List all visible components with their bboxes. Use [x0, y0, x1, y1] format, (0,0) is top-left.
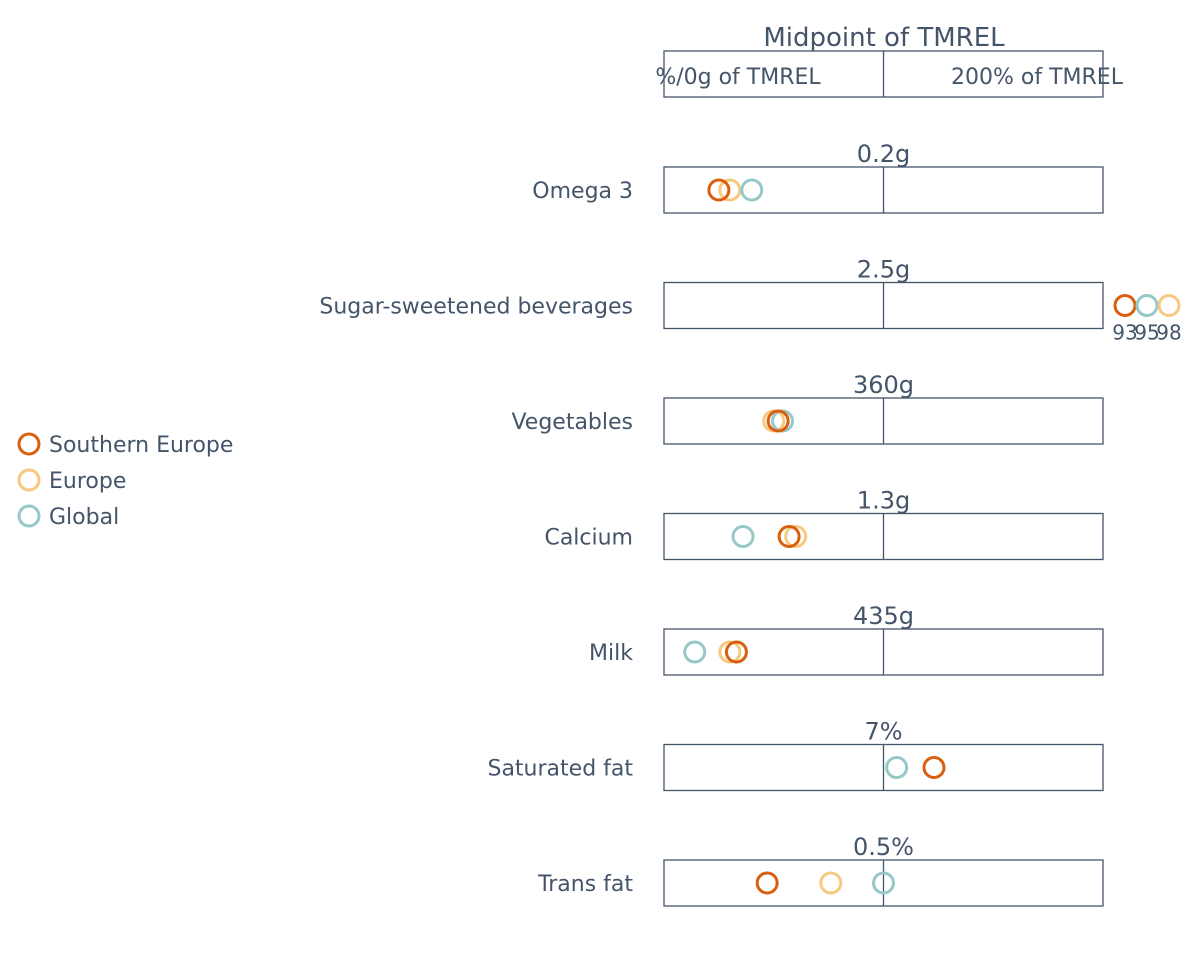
- point-southern-europe: [1113, 294, 1137, 317]
- legend: Southern Europe Europe Global: [17, 432, 233, 530]
- point-southern-europe: [777, 525, 801, 548]
- row-tmrel-label: 435g: [853, 602, 914, 630]
- point-europe: [718, 640, 742, 664]
- rows: Omega 3 0.2g Sugar-sweetened beverages 2.5g…: [319, 140, 1182, 907]
- row-label: Milk: [589, 641, 633, 666]
- data-label: 93: [1112, 321, 1137, 345]
- point-southern-europe: [707, 178, 731, 202]
- point-global: [872, 871, 895, 895]
- point-southern-europe: [922, 756, 946, 779]
- legend-label: Southern Europe: [49, 433, 233, 458]
- point-global: [1135, 294, 1159, 317]
- point-global: [885, 756, 909, 779]
- row-tmrel-label: 2.5g: [857, 256, 910, 284]
- row-milk: Milk 435g: [589, 602, 1104, 676]
- header: Midpoint of TMREL %/0g of TMREL 200% of …: [655, 23, 1124, 98]
- row-label: Trans fat: [537, 872, 633, 897]
- row-tmrel-label: 1.3g: [857, 487, 910, 515]
- legend-marker: [17, 468, 41, 492]
- header-title: Midpoint of TMREL: [763, 23, 1005, 53]
- row-tmrel-label: 0.5%: [853, 833, 914, 861]
- row-label: Sugar-sweetened beverages: [319, 295, 633, 320]
- point-global: [731, 525, 755, 548]
- row-trans-fat: Trans fat 0.5%: [537, 833, 1104, 907]
- row-label: Saturated fat: [487, 757, 633, 782]
- row-tmrel-label: 360g: [853, 371, 914, 399]
- legend-item-southern-europe: Southern Europe: [17, 432, 233, 458]
- row-label: Omega 3: [532, 179, 633, 204]
- row-label: Calcium: [544, 526, 633, 551]
- header-left-label: %/0g of TMREL: [655, 65, 821, 90]
- legend-marker: [17, 432, 41, 456]
- row-omega-3: Omega 3 0.2g: [532, 140, 1104, 214]
- point-europe: [1157, 294, 1181, 317]
- point-southern-europe: [755, 871, 779, 895]
- point-global: [740, 178, 764, 202]
- row-tmrel-label: 7%: [864, 718, 902, 746]
- row-saturated-fat: Saturated fat 7%: [487, 718, 1104, 792]
- point-global: [683, 640, 707, 664]
- row-vegetables: Vegetables 360g: [511, 371, 1104, 445]
- point-europe: [784, 525, 808, 548]
- point-southern-europe: [766, 409, 790, 433]
- legend-item-europe: Europe: [17, 468, 126, 494]
- row-tmrel-label: 0.2g: [857, 140, 910, 168]
- row-label: Vegetables: [511, 410, 633, 435]
- data-label: 95: [1134, 321, 1159, 345]
- legend-label: Europe: [49, 469, 126, 494]
- legend-item-global: Global: [17, 504, 119, 530]
- legend-marker: [17, 504, 41, 528]
- data-label: 98: [1156, 321, 1181, 345]
- row-calcium: Calcium 1.3g: [544, 487, 1104, 561]
- legend-label: Global: [49, 505, 119, 530]
- point-southern-europe: [724, 640, 748, 664]
- header-right-label: 200% of TMREL: [951, 65, 1124, 90]
- point-europe: [819, 871, 843, 895]
- point-europe: [718, 178, 742, 202]
